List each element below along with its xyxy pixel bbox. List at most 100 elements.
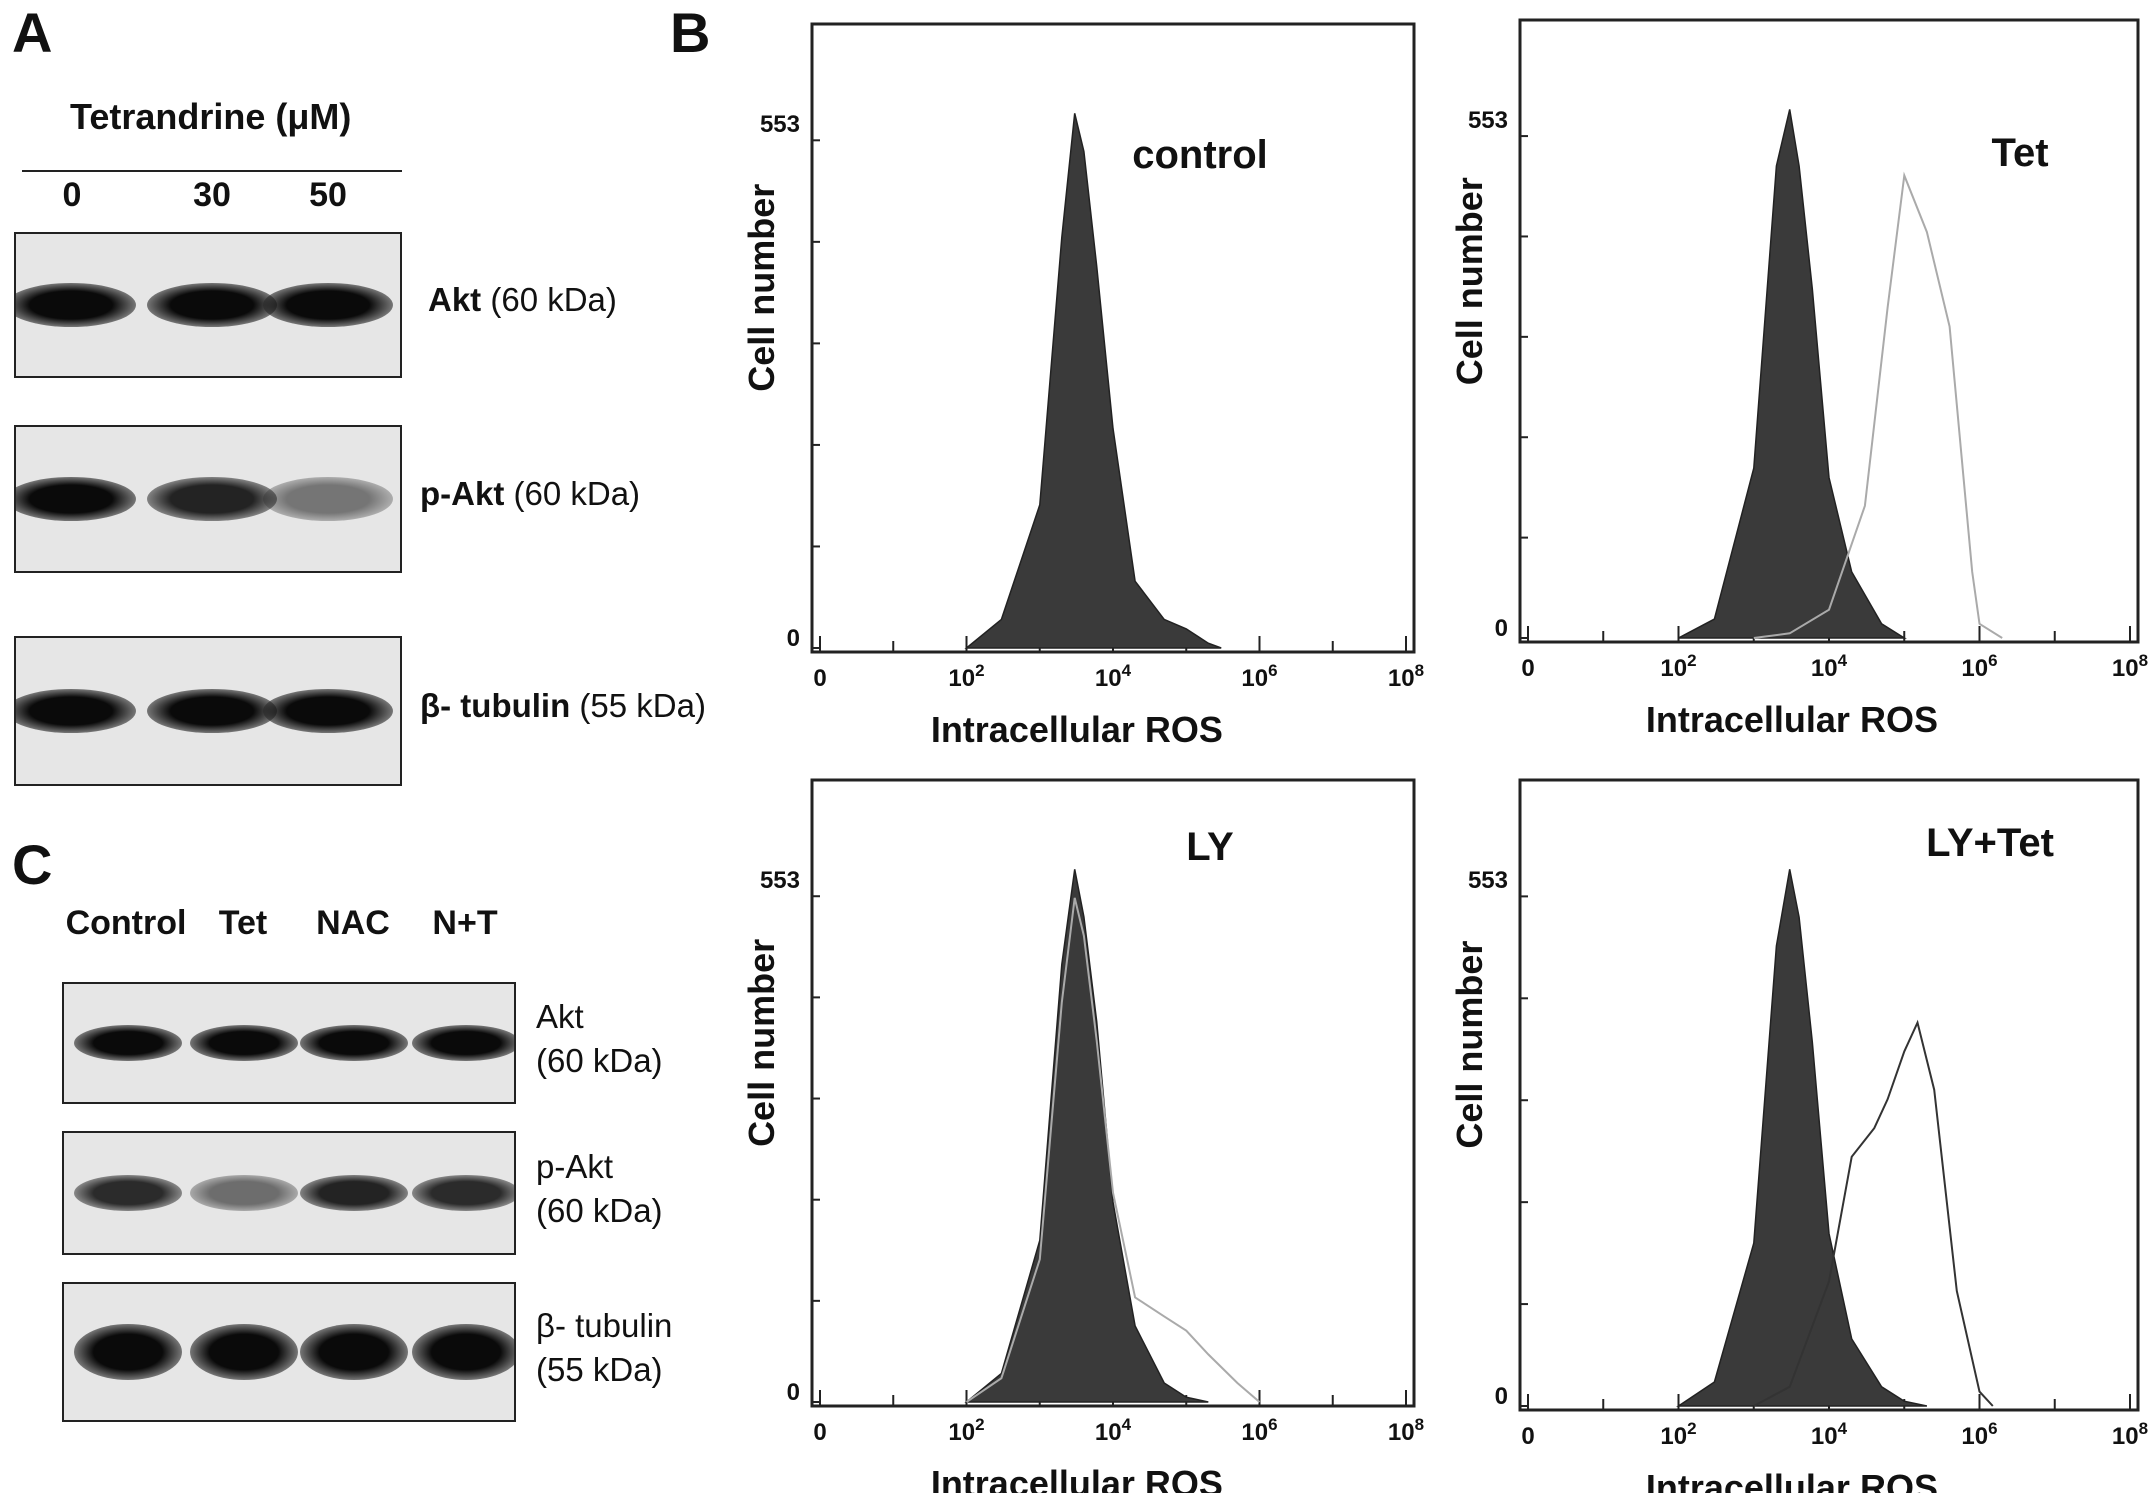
blot-membrane [14, 232, 402, 378]
y-top-label: 553 [1468, 107, 1508, 134]
y-zero-label: 0 [1495, 615, 1508, 642]
panel-b-letter: B [670, 1, 711, 64]
lane-label: Tet [218, 904, 268, 942]
panel-c-letter: C [12, 833, 53, 896]
x-tick-exponent: 2 [1687, 651, 1696, 670]
x-tick-label: 108 [2112, 1419, 2148, 1450]
blot-label: p-Akt (60 kDa) [536, 1145, 663, 1233]
panel-a-title-rule [22, 170, 402, 172]
y-axis-title: Cell number [741, 184, 782, 392]
x-tick-label: 102 [1660, 651, 1696, 682]
lane-label: 30 [193, 176, 231, 214]
blot-label: β- tubulin (55 kDa) [420, 687, 706, 725]
blot-band [300, 1175, 408, 1211]
histogram-title: LY [1186, 825, 1234, 869]
blot-band [16, 689, 136, 733]
histogram-title: LY+Tet [1926, 821, 2054, 865]
blot-band [412, 1324, 514, 1380]
blot-band [412, 1025, 514, 1061]
x-tick-label: 0 [1521, 655, 1534, 682]
x-tick-exponent: 2 [975, 661, 984, 680]
x-axis-title: Intracellular ROS [931, 709, 1223, 750]
x-tick-label: 106 [1241, 1415, 1277, 1446]
blot-label: β- tubulin (55 kDa) [536, 1304, 672, 1392]
y-zero-label: 0 [1495, 1383, 1508, 1410]
lane-label: 0 [62, 176, 82, 214]
blot-band [300, 1025, 408, 1061]
lane-label: Control [65, 904, 187, 942]
protein-name: Akt [536, 998, 584, 1035]
histogram-overlay [1753, 171, 2003, 639]
protein-name: β- tubulin [420, 687, 571, 724]
x-tick-label: 104 [1095, 661, 1132, 692]
blot-membrane [62, 982, 516, 1104]
blot-membrane [62, 1282, 516, 1422]
histogram-overlay [1753, 1019, 1994, 1407]
x-tick-label: 108 [1388, 1415, 1424, 1446]
blot-band [263, 283, 393, 327]
blot-membrane [14, 425, 402, 573]
x-tick-exponent: 2 [1687, 1419, 1696, 1438]
x-tick-exponent: 8 [2139, 1419, 2148, 1438]
x-tick-label: 102 [948, 661, 984, 692]
x-tick-exponent: 6 [1988, 651, 1997, 670]
lane-label: 50 [309, 176, 347, 214]
protein-size: (60 kDa) [536, 1192, 663, 1229]
protein-name: p-Akt [536, 1148, 614, 1185]
y-axis-title: Cell number [1449, 177, 1490, 385]
x-tick-label: 0 [813, 1419, 826, 1446]
plot-frame [1518, 778, 2140, 1412]
blot-band [412, 1175, 514, 1211]
blot-band [74, 1324, 182, 1380]
blot-band [190, 1175, 298, 1211]
x-tick-label: 102 [948, 1415, 984, 1446]
histogram-panel: LY 553 0 Cell number 0 102 104 106 108 Intracellu… [741, 778, 1424, 1493]
blot-label: p-Akt (60 kDa) [420, 475, 640, 513]
x-tick-label: 104 [1811, 651, 1848, 682]
blot-band [263, 477, 393, 521]
blot-band [16, 477, 136, 521]
blot-band [16, 283, 136, 327]
x-tick-exponent: 4 [1838, 1419, 1848, 1438]
histogram-title: Tet [1991, 131, 2048, 175]
x-axis-title: Intracellular ROS [931, 1463, 1223, 1493]
histogram-overlay [965, 897, 1261, 1403]
blot-label: Akt (60 kDa) [428, 281, 617, 319]
blot-membrane [14, 636, 402, 786]
blot-band [74, 1175, 182, 1211]
x-tick-exponent: 6 [1268, 661, 1277, 680]
y-axis-title: Cell number [1449, 941, 1490, 1149]
x-tick-label: 108 [1388, 661, 1424, 692]
histogram-filled [964, 869, 1209, 1403]
blot-membrane [62, 1131, 516, 1255]
blot-band [147, 689, 277, 733]
protein-size: (60 kDa) [481, 281, 617, 318]
histogram-panel: Tet 553 0 Cell number 0 102 104 106 108 Intracell… [1449, 18, 2148, 740]
protein-size: (55 kDa) [570, 687, 706, 724]
protein-name: β- tubulin [536, 1307, 673, 1344]
x-tick-label: 104 [1095, 1415, 1132, 1446]
y-top-label: 553 [760, 867, 800, 894]
y-top-label: 553 [760, 111, 800, 138]
protein-name: Akt [428, 281, 482, 318]
histogram-filled [1676, 869, 1928, 1407]
blot-band [147, 283, 277, 327]
y-top-label: 553 [1468, 867, 1508, 894]
protein-size: (60 kDa) [536, 1042, 663, 1079]
x-tick-label: 106 [1961, 651, 1997, 682]
x-tick-exponent: 8 [1415, 1415, 1424, 1434]
x-tick-exponent: 6 [1268, 1415, 1277, 1434]
histogram-filled [964, 113, 1222, 649]
blot-band [74, 1025, 182, 1061]
panel-a-letter: A [12, 1, 53, 64]
blot-band [190, 1025, 298, 1061]
protein-size: (55 kDa) [536, 1351, 663, 1388]
x-tick-exponent: 4 [1122, 661, 1132, 680]
x-tick-exponent: 8 [1415, 661, 1424, 680]
x-tick-label: 106 [1241, 661, 1277, 692]
blot-band [263, 689, 393, 733]
histogram-panel: LY+Tet 553 0 Cell number 0 102 104 106 108 Intrac… [1449, 778, 2148, 1493]
x-axis-title: Intracellular ROS [1646, 699, 1938, 740]
x-tick-exponent: 4 [1838, 651, 1848, 670]
x-tick-exponent: 8 [2139, 651, 2148, 670]
